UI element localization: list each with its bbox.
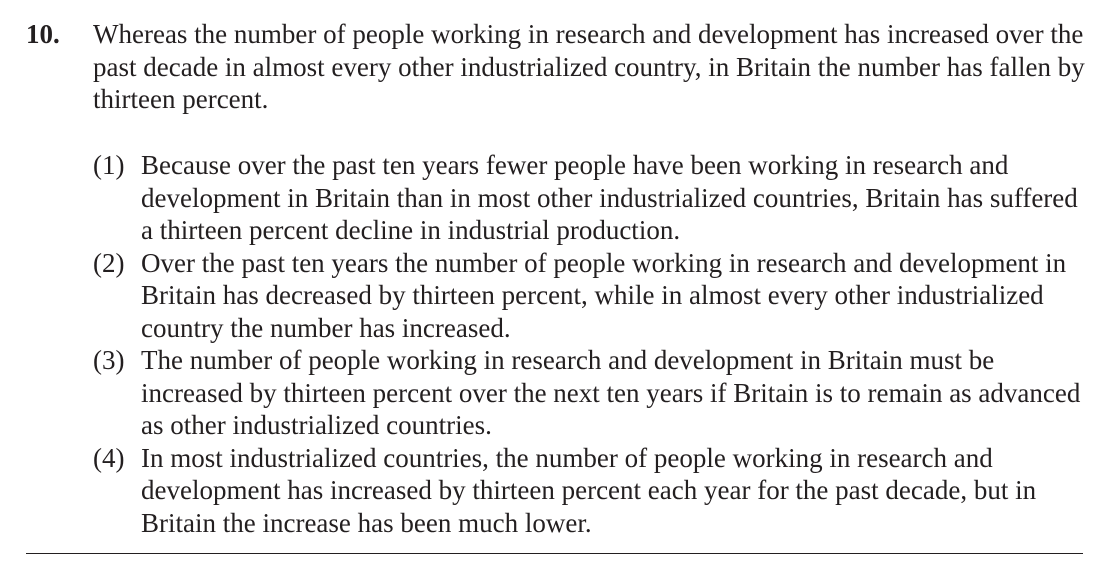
answer-option-3[interactable]: (3) The number of people working in rese…	[93, 344, 1083, 442]
bottom-divider	[26, 553, 1083, 554]
answer-option-4[interactable]: (4) In most industrialized countries, th…	[93, 442, 1083, 540]
answer-option-2[interactable]: (2) Over the past ten years the number o…	[93, 247, 1083, 345]
option-label: (1)	[93, 150, 125, 180]
option-label: (3)	[93, 345, 125, 375]
answer-options-list: (1) Because over the past ten years fewe…	[93, 149, 1083, 539]
question-number: 10.	[26, 19, 60, 49]
option-text: Because over the past ten years fewer pe…	[141, 150, 1078, 245]
option-text: The number of people working in research…	[141, 345, 1081, 440]
option-text: Over the past ten years the number of pe…	[141, 247, 1067, 343]
option-label: (2)	[93, 247, 125, 278]
option-text: In most industrialized countries, the nu…	[141, 442, 1037, 538]
question-stem: Whereas the number of people working in …	[93, 19, 1085, 114]
answer-option-1[interactable]: (1) Because over the past ten years fewe…	[93, 149, 1083, 247]
option-label: (4)	[93, 442, 125, 473]
